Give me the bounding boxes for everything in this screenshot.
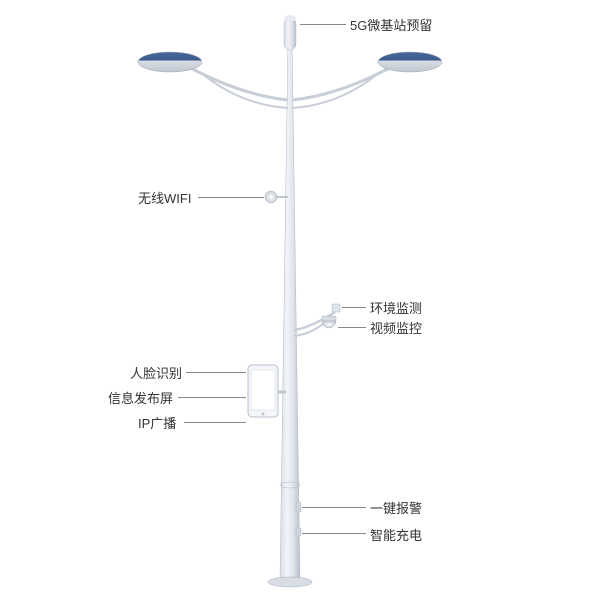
label-face: 人脸识别 [130,363,182,382]
leader-5g [300,24,346,25]
smart-pole-diagram [0,0,600,600]
label-wifi: 无线WIFI [138,188,191,207]
label-charging: 智能充电 [370,525,422,544]
sensor-arm [294,304,340,336]
pole-main [280,40,300,580]
env-sensor [332,304,340,312]
leader-video [338,327,366,328]
wifi-node [265,191,288,203]
pole-base [268,577,312,587]
charging-port [296,528,301,536]
lamp-arm-left [138,52,288,108]
leader-ip [184,422,246,423]
label-env: 环境监测 [370,298,422,317]
label-alarm: 一键报警 [370,498,422,517]
leader-alarm [302,507,366,508]
leader-wifi [198,197,264,198]
camera-dome [322,316,336,328]
lamp-arm-right [292,52,442,108]
leader-display [178,397,246,398]
leader-charging [302,533,366,534]
label-video: 视频监控 [370,318,422,337]
label-ip: IP广播 [138,413,176,432]
info-display [248,365,286,417]
leader-env [342,307,366,308]
alarm-button [296,502,301,512]
leader-face [186,372,246,373]
antenna-5g [284,18,296,50]
label-display: 信息发布屏 [108,388,173,407]
label-5g: 5G微基站预留 [350,15,432,34]
